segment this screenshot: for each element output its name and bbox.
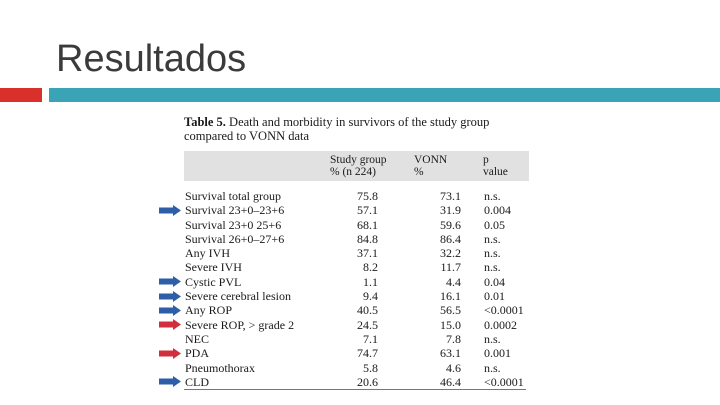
cell-p-value: 0.004 (484, 203, 511, 218)
cell-study-group: 5.8 (363, 360, 378, 375)
row-label: CLD (185, 374, 209, 389)
cell-p-value: 0.04 (484, 274, 505, 289)
cell-p-value: 0.05 (484, 217, 505, 232)
accent-bar-red (0, 88, 42, 102)
header-study-group: Study group % (n 224) (330, 154, 387, 178)
row-label: Survival total group (185, 189, 281, 203)
cell-vonn: 7.8 (446, 331, 461, 346)
cell-p-value: <0.0001 (484, 303, 524, 318)
table-row: Survival total group 75.8 73.1 n.s. (184, 189, 529, 203)
arrow-red-icon (159, 347, 181, 359)
cell-p-value: n.s. (484, 260, 501, 275)
caption-text: Death and morbidity in survivors of the … (184, 115, 490, 143)
arrow-red-icon (159, 319, 181, 331)
cell-study-group: 24.5 (357, 317, 378, 332)
table-body: Survival total group 75.8 73.1 n.s. Survival… (184, 189, 529, 389)
cell-vonn: 46.4 (440, 374, 461, 389)
header-vonn: VONN % (414, 154, 447, 178)
cell-vonn: 73.1 (440, 189, 461, 203)
cell-vonn: 16.1 (440, 289, 461, 304)
cell-p-value: <0.0001 (484, 374, 524, 389)
table-row: Any IVH 37.1 32.2 n.s. (184, 246, 529, 260)
table-row: Any ROP 40.5 56.5 <0.0001 (184, 303, 529, 317)
row-label: PDA (185, 346, 210, 361)
row-label: Severe ROP, > grade 2 (185, 317, 295, 332)
cell-vonn: 11.7 (440, 260, 461, 275)
cell-study-group: 37.1 (357, 246, 378, 261)
cell-p-value: n.s. (484, 246, 501, 261)
cell-vonn: 4.6 (446, 360, 461, 375)
slide-title: Resultados (56, 38, 247, 80)
arrow-blue-icon (159, 304, 181, 316)
row-label: Any IVH (185, 246, 230, 261)
cell-vonn: 15.0 (440, 317, 461, 332)
cell-vonn: 31.9 (440, 203, 461, 218)
table-row: Survival 23+0 25+6 68.1 59.6 0.05 (184, 218, 529, 232)
cell-study-group: 7.1 (363, 331, 378, 346)
cell-study-group: 40.5 (357, 303, 378, 318)
cell-vonn: 4.4 (446, 274, 461, 289)
header-p-value: p value (483, 154, 508, 178)
cell-p-value: 0.01 (484, 289, 505, 304)
cell-study-group: 1.1 (363, 274, 378, 289)
row-label: Severe IVH (185, 260, 242, 275)
cell-p-value: 0.0002 (484, 317, 517, 332)
table-row: NEC 7.1 7.8 n.s. (184, 332, 529, 346)
arrow-blue-icon (159, 290, 181, 302)
cell-p-value: n.s. (484, 360, 501, 375)
cell-study-group: 68.1 (357, 217, 378, 232)
table-row: Pneumothorax 5.8 4.6 n.s. (184, 361, 529, 375)
header-line: p (483, 154, 489, 166)
caption-label: Table 5. (184, 115, 226, 129)
cell-vonn: 59.6 (440, 217, 461, 232)
row-label: Survival 23+0–23+6 (185, 203, 285, 218)
header-line: % (n 224) (330, 166, 376, 178)
row-label: NEC (185, 331, 209, 346)
table-row: Severe ROP, > grade 2 24.5 15.0 0.0002 (184, 318, 529, 332)
table-row: Cystic PVL 1.1 4.4 0.04 (184, 275, 529, 289)
table-row: Survival 23+0–23+6 57.1 31.9 0.004 (184, 203, 529, 217)
cell-study-group: 84.8 (357, 231, 378, 246)
cell-p-value: 0.001 (484, 346, 511, 361)
row-label: Survival 26+0–27+6 (185, 231, 285, 246)
cell-vonn: 32.2 (440, 246, 461, 261)
cell-study-group: 9.4 (363, 289, 378, 304)
table-row: Severe cerebral lesion 9.4 16.1 0.01 (184, 289, 529, 303)
row-label: Cystic PVL (185, 274, 242, 289)
cell-p-value: n.s. (484, 189, 501, 203)
row-label: Survival 23+0 25+6 (185, 217, 282, 232)
cell-study-group: 74.7 (357, 346, 378, 361)
header-line: % (414, 166, 424, 178)
table-caption: Table 5. Death and morbidity in survivor… (184, 115, 529, 143)
table-header: Study group % (n 224) VONN % p value (184, 151, 529, 181)
row-label: Pneumothorax (185, 360, 255, 375)
cell-vonn: 63.1 (440, 346, 461, 361)
table-row: PDA 74.7 63.1 0.001 (184, 346, 529, 360)
cell-study-group: 8.2 (363, 260, 378, 275)
cell-p-value: n.s. (484, 331, 501, 346)
table-bottom-rule (184, 389, 526, 391)
table-row: Severe IVH 8.2 11.7 n.s. (184, 260, 529, 274)
table-row: Survival 26+0–27+6 84.8 86.4 n.s. (184, 232, 529, 246)
cell-study-group: 20.6 (357, 374, 378, 389)
cell-vonn: 86.4 (440, 231, 461, 246)
cell-study-group: 57.1 (357, 203, 378, 218)
cell-p-value: n.s. (484, 231, 501, 246)
arrow-blue-icon (159, 276, 181, 288)
header-line: VONN (414, 154, 448, 166)
arrow-blue-icon (159, 204, 181, 216)
accent-bar-teal (49, 88, 720, 102)
header-line: value (483, 166, 508, 178)
table-row: CLD 20.6 46.4 <0.0001 (184, 375, 529, 389)
row-label: Any ROP (185, 303, 233, 318)
arrow-blue-icon (159, 376, 181, 388)
cell-vonn: 56.5 (440, 303, 461, 318)
cell-study-group: 75.8 (357, 189, 378, 203)
results-table: Table 5. Death and morbidity in survivor… (184, 115, 529, 391)
header-line: Study group (330, 154, 387, 166)
row-label: Severe cerebral lesion (185, 289, 291, 304)
